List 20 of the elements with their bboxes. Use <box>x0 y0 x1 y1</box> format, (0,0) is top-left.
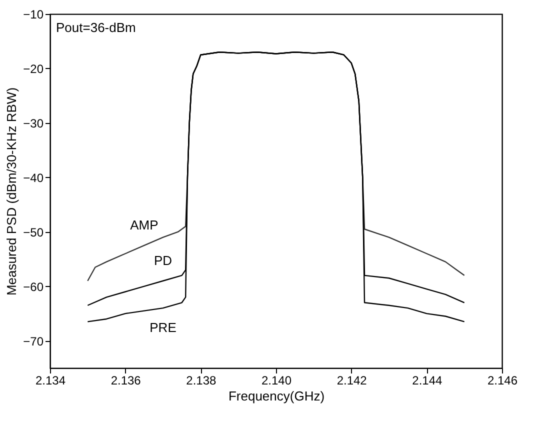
y-tick-label: −70 <box>23 334 44 348</box>
y-tick-label: −60 <box>23 280 44 294</box>
annotation: Pout=36-dBm <box>56 20 136 35</box>
x-tick-label: 2.140 <box>261 374 292 388</box>
x-tick-label: 2.134 <box>35 374 66 388</box>
x-tick-label: 2.144 <box>412 374 443 388</box>
x-tick-label: 2.142 <box>336 374 368 388</box>
series-label: PD <box>154 252 172 268</box>
series-label: AMP <box>130 217 158 232</box>
y-tick-label: −10 <box>23 8 44 22</box>
x-tick-label: 2.138 <box>186 374 217 388</box>
y-tick-label: −30 <box>23 116 44 130</box>
x-tick-label: 2.136 <box>110 374 142 388</box>
y-tick-label: −50 <box>23 225 44 240</box>
y-axis-title: Measured PSD (dBm/30-KHz RBW) <box>4 87 20 296</box>
y-tick-label: −40 <box>23 170 44 185</box>
x-tick-label: 2.146 <box>487 374 518 388</box>
x-axis-title: Frequency(GHz) <box>228 388 325 404</box>
series-label: PRE <box>150 320 177 336</box>
y-tick-label: −20 <box>23 62 44 76</box>
